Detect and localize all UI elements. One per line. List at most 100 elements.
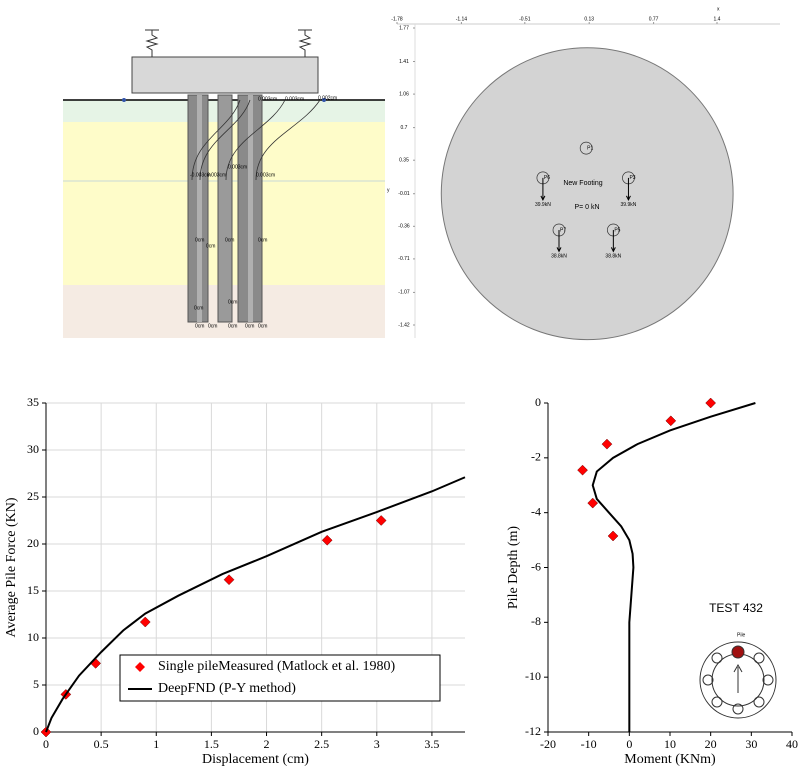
- x-tick-label: -20: [540, 737, 556, 751]
- x-tick-label: 3.5: [424, 737, 439, 751]
- pile: [579, 141, 593, 155]
- load-label: 38.8kN: [551, 254, 567, 260]
- icon-pile: [732, 703, 744, 715]
- spring: [145, 29, 159, 57]
- x-tick-label: 1.4: [714, 16, 721, 22]
- displacement-label: 0.002cm: [318, 95, 337, 101]
- pile-cap-icon: Pile: [699, 632, 777, 719]
- marker: [122, 98, 126, 102]
- load-label: 38.8kN: [605, 254, 621, 260]
- footing: [440, 47, 734, 341]
- y-tick-label: -10: [525, 669, 541, 683]
- pile-name: P7: [560, 227, 566, 233]
- marker: [587, 497, 599, 509]
- x-tick-label: 0.77: [649, 16, 659, 22]
- y-tick-label: 35: [27, 395, 39, 409]
- x-tick-label: 10: [664, 737, 676, 751]
- y-tick-label: 1.77: [399, 25, 409, 31]
- displacement-label: 0cm: [228, 323, 237, 329]
- displacement-label: 0.003cm: [258, 96, 277, 102]
- y-tick-label: 30: [27, 442, 39, 456]
- legend-label: Single pileMeasured (Matlock et al. 1980…: [158, 659, 395, 674]
- y-tick-label: -6: [531, 559, 541, 573]
- icon-outline: [699, 641, 777, 719]
- y-tick-label: 5: [33, 677, 39, 691]
- marker: [375, 515, 387, 526]
- x-tick-label: -1.78: [391, 16, 403, 22]
- icon-pile: [753, 696, 765, 708]
- y-tick-label: 15: [27, 583, 39, 597]
- y-tick-label: 20: [27, 536, 39, 550]
- x-tick-label: 40: [786, 737, 798, 751]
- x-tick-label: 1: [153, 737, 159, 751]
- y-axis-label: Average Pile Force (KN): [4, 497, 19, 637]
- y-tick-label: -0.01: [398, 191, 410, 197]
- icon-pile: [711, 696, 723, 708]
- y-tick-label: 0.7: [401, 125, 408, 131]
- icon-pile: [702, 674, 714, 686]
- y-tick-label: 0: [33, 724, 39, 738]
- x-tick-label: 3: [374, 737, 380, 751]
- diagram-labels: 0.003cm 0.003cm 0.002cm-0.003cm0.003cm0.00…: [190, 95, 337, 329]
- pile: [248, 95, 253, 322]
- marker: [577, 464, 588, 476]
- displacement-label: 0cm: [194, 305, 203, 311]
- pile-name: P5: [614, 227, 620, 233]
- marker: [601, 438, 613, 450]
- annotation: P= 0 kN: [574, 204, 599, 211]
- displacement-label: 0cm: [225, 237, 234, 243]
- icon-text: Pile: [737, 632, 746, 638]
- displacement-label: 0cm: [208, 323, 217, 329]
- x-tick-label: -0.51: [519, 16, 531, 22]
- x-tick-label: 20: [705, 737, 717, 751]
- y-tick-label: -1.42: [398, 322, 410, 328]
- annotation: New Footing: [563, 180, 602, 187]
- displacement-label: 0.003cm: [207, 172, 226, 178]
- y-tick-label: -2: [531, 450, 541, 464]
- y-tick-label: 10: [27, 630, 39, 644]
- x-axis-label: Moment (KNm): [624, 752, 716, 767]
- y-tick-label: 1.41: [399, 59, 409, 65]
- displacement-label: 0cm: [195, 323, 204, 329]
- y-tick-label: 25: [27, 489, 39, 503]
- pile-name: P1: [587, 145, 593, 151]
- y-tick-label: 1.06: [399, 91, 409, 97]
- pile-cap: [131, 56, 319, 94]
- displacement-label: 0cm: [206, 243, 215, 249]
- x-tick-label: 0.13: [584, 16, 594, 22]
- displacement-label: 0cm: [258, 323, 267, 329]
- annotation: TEST 432: [709, 601, 763, 615]
- legend-label: DeepFND (P-Y method): [158, 681, 296, 696]
- arrow-head: [610, 247, 616, 253]
- x-tick-label: 30: [745, 737, 757, 751]
- marker: [321, 534, 333, 546]
- marker: [665, 415, 677, 427]
- y-axis-label: Pile Depth (m): [506, 526, 521, 610]
- arrow-head: [556, 247, 562, 253]
- pile-name: P6: [544, 175, 550, 181]
- x-tick-label: 0: [626, 737, 632, 751]
- x-tick-label: 2.5: [314, 737, 329, 751]
- y-tick-label: 0: [535, 395, 541, 409]
- displacement-label: 0.003cm: [256, 172, 275, 178]
- y-tick-label: -12: [525, 724, 541, 738]
- y-tick-label: -1.07: [398, 290, 410, 296]
- icon-pile: [753, 652, 765, 664]
- load-label: 39.9kN: [535, 202, 551, 208]
- displacement-label: 0cm: [258, 237, 267, 243]
- icon-pile: [762, 674, 774, 686]
- pile: [217, 94, 233, 323]
- displacement-label: 0cm: [245, 323, 254, 329]
- displacement-label: 0.003cm: [285, 96, 304, 102]
- line-series: [591, 402, 756, 732]
- displacement-label: 0cm: [195, 237, 204, 243]
- pile: [197, 95, 202, 322]
- marker: [139, 616, 151, 628]
- marker: [607, 530, 619, 542]
- x-tick-label: 2: [264, 737, 270, 751]
- icon-pile: [731, 645, 745, 659]
- displacement-label: -0.003cm: [190, 172, 211, 178]
- displacement-label: 0.003cm: [228, 164, 247, 170]
